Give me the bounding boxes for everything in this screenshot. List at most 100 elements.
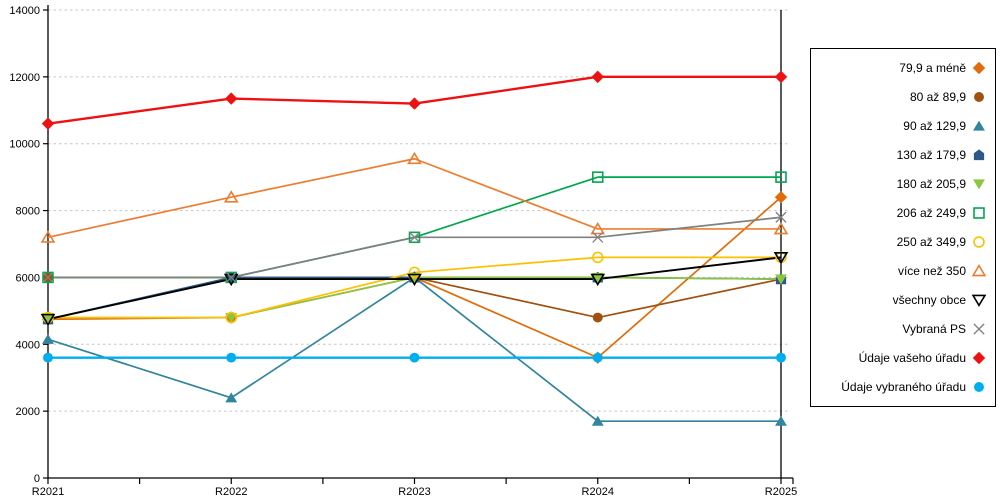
svg-text:0: 0 [34, 473, 40, 485]
legend-item-vice-nez-350[interactable]: více než 350 [815, 263, 987, 279]
legend-label: Údaje vybraného úřadu [841, 380, 966, 395]
marker-vice-nez-350-r2023 [407, 151, 422, 165]
marker-206-az-249-9-r2025 [775, 171, 787, 183]
marker-vybrana-ps-r2024 [592, 231, 604, 243]
series-line-vybrana-ps [48, 216, 782, 279]
marker-90-az-129-9-r2024 [591, 415, 604, 426]
marker-udaje-vybraneho-uradu-r2024 [592, 352, 603, 363]
marker-80-az-89-9-r2024 [592, 312, 603, 323]
legend-label: 90 až 129,9 [903, 118, 966, 133]
series-line-206-az-249-9 [48, 176, 781, 279]
legend-label: více než 350 [897, 264, 966, 279]
x-axis-label-r2024: R2024 [582, 486, 614, 498]
svg-text:4000: 4000 [16, 339, 40, 351]
series-markers [40, 70, 789, 426]
legend-item-udaje-vybraneho-uradu[interactable]: Údaje vybraného úřadu [815, 379, 987, 395]
legend-label: 79,9 a méně [899, 60, 966, 75]
svg-text:12000: 12000 [9, 72, 40, 84]
marker-vice-nez-350-r2022 [223, 190, 239, 203]
axes: 0 2000 4000 6000 8000 10000 12000 14000 R2021 R20… [9, 5, 797, 498]
legend-marker-diamond-icon [972, 352, 986, 365]
marker-vsechny-obce-r2021 [40, 313, 56, 327]
legend-item-udaje-vaseho-uradu[interactable]: Údaje vašeho úřadu [815, 350, 987, 366]
marker-206-az-249-9-r2021 [42, 271, 54, 284]
marker-180-az-205-9-r2021 [42, 312, 54, 323]
svg-text:8000: 8000 [16, 206, 40, 218]
marker-79-9-a-mene-r2025 [774, 190, 788, 204]
legend-item-206-az-249-9[interactable]: 206 až 249,9 [815, 205, 987, 221]
x-axis-label-r2022: R2022 [215, 486, 247, 498]
marker-udaje-vaseho-uradu-r2025 [774, 70, 788, 84]
legend-item-vybrana-ps[interactable]: Vybraná PS [815, 321, 987, 337]
marker-udaje-vybraneho-uradu-r2021 [43, 352, 53, 363]
series-line-250-az-349-9 [48, 256, 781, 319]
marker-vsechny-obce-r2024 [590, 273, 606, 287]
marker-250-az-349-9-r2024 [591, 251, 604, 264]
legend-label: 180 až 205,9 [896, 176, 966, 191]
marker-90-az-129-9-r2022 [225, 392, 238, 403]
series-lines [47, 75, 782, 423]
marker-vybrana-ps-r2023 [408, 231, 421, 243]
marker-udaje-vaseho-uradu-r2024 [591, 70, 604, 84]
marker-vybrana-ps-r2022 [225, 271, 237, 284]
legend-item-180-az-205-9[interactable]: 180 až 205,9 [815, 176, 987, 192]
marker-udaje-vaseho-uradu-r2022 [225, 92, 238, 105]
legend-marker-triangle-down-icon [973, 179, 985, 190]
legend-label: všechny obce [892, 293, 966, 308]
marker-206-az-249-9-r2024 [591, 171, 604, 183]
marker-90-az-129-9-r2021 [42, 333, 54, 344]
legend-marker-circle-icon [974, 91, 984, 102]
marker-206-az-249-9-r2023 [408, 231, 421, 244]
marker-180-az-205-9-r2024 [591, 272, 604, 283]
marker-udaje-vybraneho-uradu-r2023 [409, 352, 420, 363]
legend-marker-x-icon [973, 323, 985, 335]
marker-vice-nez-350-r2021 [40, 230, 56, 243]
svg-text:2000: 2000 [16, 406, 40, 418]
legend-marker-pentagon-icon [973, 149, 985, 160]
marker-udaje-vybraneho-uradu-r2022 [226, 352, 237, 363]
legend-marker-circle-icon [974, 382, 984, 393]
legend-label: 250 až 349,9 [896, 235, 966, 249]
x-axis-label-r2021: R2021 [32, 486, 64, 498]
marker-180-az-205-9-r2022 [225, 312, 238, 323]
legend-label: 130 až 179,9 [896, 147, 966, 162]
legend-label: 206 až 249,9 [896, 205, 966, 220]
marker-udaje-vaseho-uradu-r2021 [41, 117, 55, 130]
marker-vice-nez-350-r2024 [590, 221, 606, 235]
legend-item-130-az-179-9[interactable]: 130 až 179,9 [815, 147, 987, 163]
marker-udaje-vaseho-uradu-r2023 [408, 97, 421, 110]
legend-label: 80 až 89,9 [909, 89, 966, 104]
legend-marker-triangle-down-open-icon [971, 294, 987, 308]
legend-marker-square-open-icon [973, 207, 985, 219]
legend-item-79-9-a-mene[interactable]: 79,9 a méně [815, 60, 987, 76]
svg-text:14000: 14000 [9, 5, 40, 17]
legend-marker-diamond-icon [972, 61, 986, 74]
legend-marker-triangle-up-open-icon [971, 264, 987, 277]
marker-vybrana-ps-r2025 [775, 211, 787, 223]
legend-marker-triangle-up-icon [973, 120, 985, 131]
marker-udaje-vybraneho-uradu-r2025 [776, 352, 786, 363]
marker-180-az-205-9-r2025 [775, 274, 787, 285]
marker-250-az-349-9-r2023 [408, 266, 421, 279]
svg-text:6000: 6000 [16, 272, 40, 284]
legend-item-250-az-349-9[interactable]: 250 až 349,9 [815, 234, 987, 250]
x-axis-label-r2025: R2025 [765, 486, 797, 498]
series-line-90-az-129-9 [47, 276, 781, 423]
marker-vice-nez-350-r2025 [773, 221, 789, 235]
marker-vsechny-obce-r2023 [407, 273, 422, 287]
gridlines [48, 9, 790, 412]
legend: 79,9 a méně 80 až 89,9 90 až 129,9 130 až 1… [810, 48, 996, 407]
legend-marker-circle-open-icon [973, 236, 985, 248]
legend-item-90-az-129-9[interactable]: 90 až 129,9 [815, 118, 987, 134]
marker-vybrana-ps-r2021 [42, 271, 54, 284]
legend-label: Vybraná PS [902, 322, 966, 337]
svg-text:10000: 10000 [9, 139, 40, 151]
legend-label: Údaje vašeho úřadu [858, 351, 966, 366]
legend-item-vsechny-obce[interactable]: všechny obce [815, 292, 987, 308]
marker-vsechny-obce-r2025 [773, 251, 789, 265]
legend-item-80-az-89-9[interactable]: 80 až 89,9 [815, 89, 987, 105]
marker-90-az-129-9-r2025 [775, 415, 787, 426]
x-axis-label-r2023: R2023 [398, 486, 430, 498]
